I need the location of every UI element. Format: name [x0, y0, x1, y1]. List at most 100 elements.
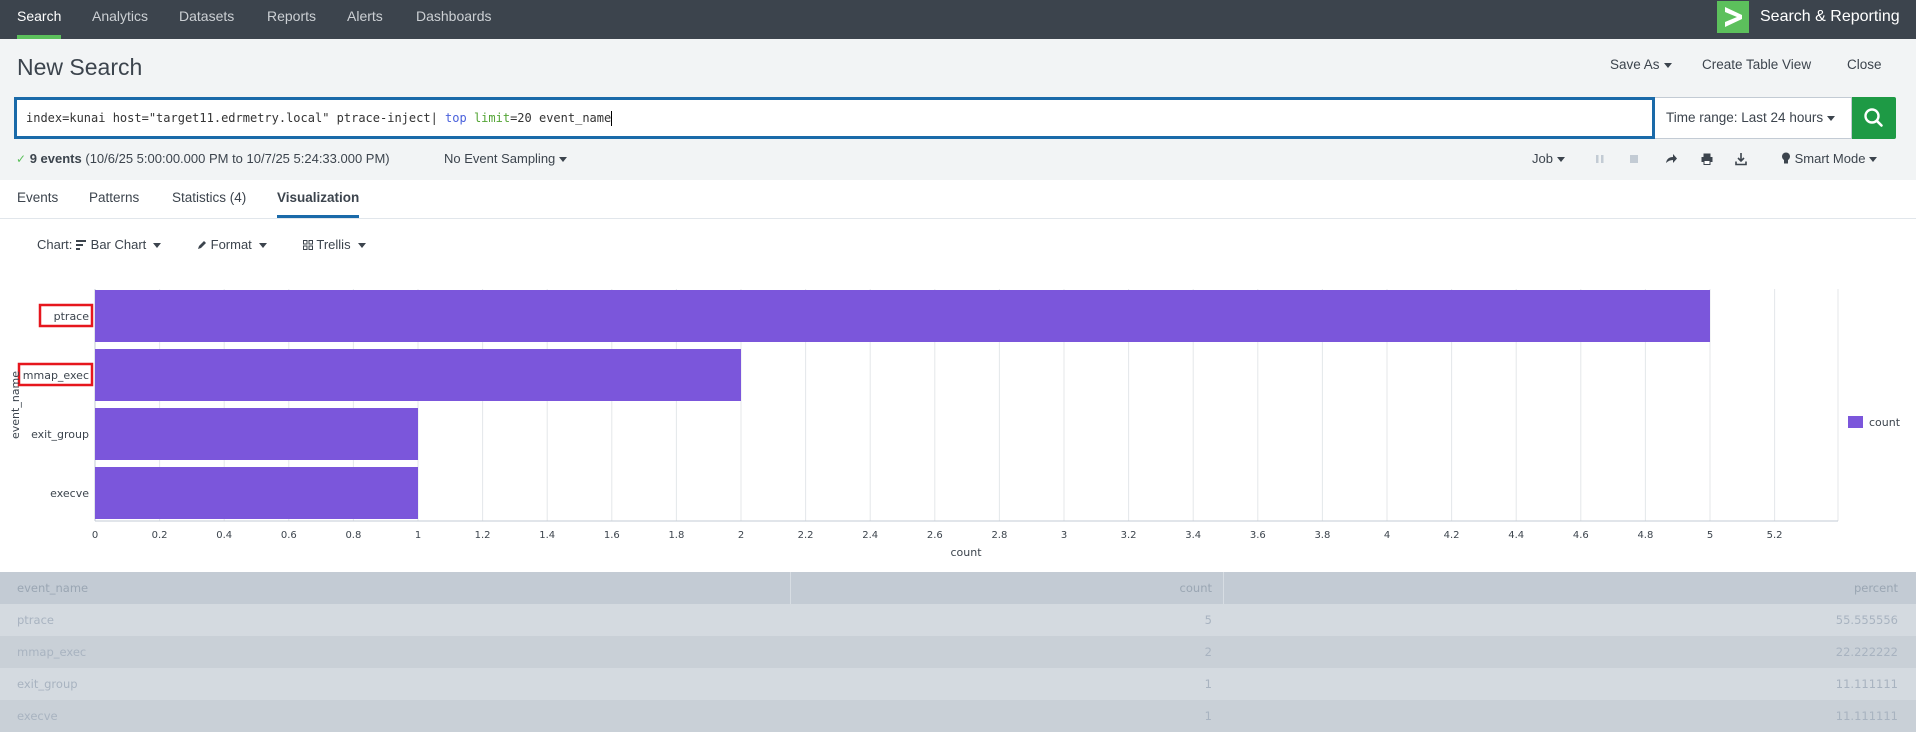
cell-percent[interactable]: 11.111111: [1835, 677, 1898, 691]
x-tick-label: 5: [1707, 530, 1713, 541]
x-tick-label: 3.6: [1250, 530, 1266, 541]
chevron-down-icon: [258, 243, 267, 249]
cell-event-name[interactable]: execve: [17, 709, 58, 723]
chart-bars: [95, 290, 1710, 519]
create-table-view-button[interactable]: Create Table View: [1702, 57, 1812, 72]
column-divider: [790, 572, 791, 604]
x-tick-label: 2.4: [862, 530, 878, 541]
nav-search[interactable]: Search: [17, 0, 62, 39]
stop-icon: [1630, 155, 1638, 163]
text-cursor: [611, 111, 613, 126]
x-tick-label: 0: [92, 530, 98, 541]
save-as-button[interactable]: Save As: [1610, 57, 1672, 72]
chart-x-ticks: 0 0.2 0.4 0.6 0.8 1 1.2 1.4 1.6 1.8 2 2.2 2.4 2.6 2.8 3…: [92, 530, 1783, 541]
nav-alerts[interactable]: Alerts: [347, 8, 383, 24]
category-label: exit_group: [31, 428, 89, 441]
cell-count[interactable]: 5: [1204, 613, 1212, 627]
pause-icon: [1596, 155, 1604, 163]
table-row: execve 1 11.111111: [0, 700, 1916, 732]
bar-execve: [95, 467, 418, 519]
format-dropdown[interactable]: Format: [197, 237, 267, 252]
cell-percent[interactable]: 55.555556: [1835, 613, 1898, 627]
category-label: mmap_exec: [23, 369, 89, 382]
job-label: Job: [1532, 151, 1553, 166]
highlight-box: [17, 362, 94, 387]
event-sampling-dropdown[interactable]: No Event Sampling: [444, 151, 568, 166]
close-button[interactable]: Close: [1847, 57, 1882, 72]
cell-percent[interactable]: 22.222222: [1835, 645, 1898, 659]
column-header-percent[interactable]: percent: [1853, 581, 1898, 595]
app-logo-icon[interactable]: [1717, 1, 1749, 33]
chart-label: Chart:: [37, 237, 73, 252]
chevron-down-icon: [153, 243, 162, 249]
tab-visualization[interactable]: Visualization: [277, 190, 360, 218]
job-menu[interactable]: Job: [1532, 151, 1565, 166]
share-icon: [1666, 154, 1677, 163]
smart-mode-label: Smart Mode: [1794, 151, 1866, 166]
column-header-event-name[interactable]: event_name: [17, 581, 89, 595]
print-button[interactable]: [1700, 152, 1714, 169]
time-range-picker[interactable]: Time range: Last 24 hours: [1655, 97, 1852, 139]
x-tick-label: 1.6: [604, 530, 620, 541]
category-label: execve: [50, 487, 89, 500]
grid-icon: [303, 240, 313, 250]
highlight-box: [38, 303, 94, 328]
search-mode-dropdown[interactable]: Smart Mode: [1781, 151, 1878, 166]
app-title[interactable]: Search & Reporting: [1760, 8, 1900, 25]
x-tick-label: 0.8: [345, 530, 361, 541]
save-as-label: Save As: [1610, 57, 1660, 72]
nav-datasets[interactable]: Datasets: [179, 8, 235, 24]
search-button[interactable]: [1852, 97, 1896, 139]
x-tick-label: 4: [1384, 530, 1390, 541]
stop-button[interactable]: [1628, 153, 1640, 168]
table-header: event_name count percent: [0, 572, 1916, 604]
event-status: ✓ 9 events (10/6/25 5:00:00.000 PM to 10…: [16, 151, 390, 166]
x-tick-label: 5.2: [1767, 530, 1783, 541]
cell-count[interactable]: 1: [1204, 709, 1212, 723]
share-button[interactable]: [1664, 152, 1678, 169]
bar-mmap-exec: [95, 349, 741, 401]
nav-dashboards[interactable]: Dashboards: [416, 8, 492, 24]
x-tick-label: 0.6: [281, 530, 297, 541]
format-label: Format: [210, 237, 252, 252]
tab-statistics[interactable]: Statistics (4): [172, 190, 247, 205]
x-tick-label: 1.2: [475, 530, 491, 541]
query-rest: =20 event_name: [510, 111, 612, 125]
tab-patterns[interactable]: Patterns: [89, 190, 140, 205]
chevron-down-icon: [559, 157, 568, 163]
query-command: top: [445, 111, 467, 125]
bar-ptrace: [95, 290, 1710, 342]
bar-exit-group: [95, 408, 418, 460]
download-icon: [1735, 153, 1747, 166]
legend-swatch: [1848, 416, 1863, 428]
cell-percent[interactable]: 11.111111: [1835, 709, 1898, 723]
x-axis-label: count: [950, 546, 982, 559]
x-tick-label: 1: [415, 530, 421, 541]
nav-reports[interactable]: Reports: [267, 8, 317, 24]
chart-type-dropdown[interactable]: Chart: Bar Chart: [37, 237, 162, 252]
nav-analytics[interactable]: Analytics: [92, 8, 149, 24]
chevron-down-icon: [1556, 157, 1565, 163]
pause-button[interactable]: [1594, 153, 1606, 168]
cell-count[interactable]: 1: [1204, 677, 1212, 691]
cell-event-name[interactable]: exit_group: [17, 677, 78, 691]
tab-events[interactable]: Events: [17, 190, 59, 205]
cell-count[interactable]: 2: [1204, 645, 1212, 659]
top-nav: Search Analytics Datasets Reports Alerts…: [0, 0, 1916, 39]
table-row: mmap_exec 2 22.222222: [0, 636, 1916, 668]
column-header-count[interactable]: count: [1179, 581, 1212, 595]
cell-event-name[interactable]: ptrace: [17, 613, 54, 627]
trellis-dropdown[interactable]: Trellis: [303, 237, 366, 252]
bar-chart-icon: [76, 240, 87, 250]
cell-event-name[interactable]: mmap_exec: [17, 645, 87, 659]
query-argument: limit: [473, 111, 511, 125]
search-icon: [1864, 108, 1883, 127]
x-tick-label: 4.6: [1573, 530, 1589, 541]
trellis-label: Trellis: [316, 237, 351, 252]
chevron-down-icon: [357, 243, 366, 249]
chart-type-label: Bar Chart: [90, 237, 147, 252]
search-input[interactable]: index=kunai host="target11.edrmetry.loca…: [14, 97, 1655, 139]
page-title: New Search: [17, 54, 143, 80]
export-button[interactable]: [1734, 152, 1748, 169]
